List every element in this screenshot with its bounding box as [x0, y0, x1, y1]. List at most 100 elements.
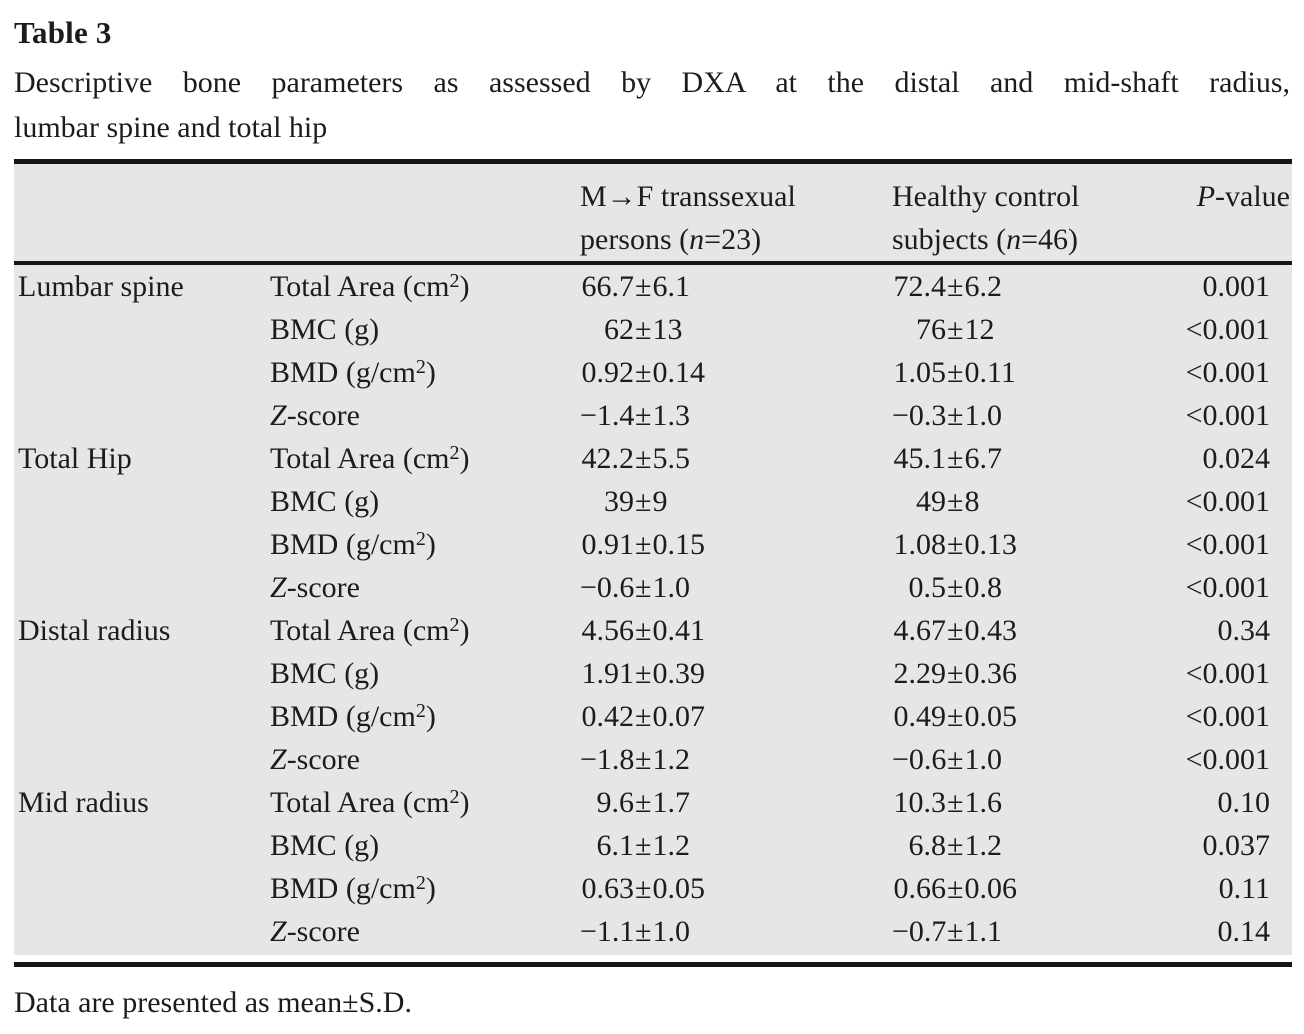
- table-row: Distal radius Total Area (cm2) 4.56±0.41 4.…: [14, 609, 1292, 652]
- value-mean: 62: [604, 313, 634, 346]
- cell-parameter: BMC (g): [270, 313, 380, 346]
- cell-parameter: Total Area (cm2): [270, 442, 470, 475]
- plus-minus-sign: ±: [947, 743, 964, 776]
- value-mean: 42.2: [581, 442, 635, 475]
- plus-minus-sign: ±: [635, 829, 652, 862]
- value-sd: 0.05: [964, 700, 1017, 733]
- cell-site: [18, 867, 270, 910]
- data-table: M→F transsexual persons (n=23) Healthy co…: [14, 159, 1292, 967]
- cell-parameter: Z-score: [270, 915, 360, 948]
- header-line: subjects (n=46): [892, 223, 1079, 256]
- plus-minus-sign: ±: [947, 786, 964, 819]
- cell-value-mtf: 4.56±0.41: [568, 609, 880, 652]
- plus-minus-sign: ±: [947, 915, 964, 948]
- cell-value-control: −0.6±1.0: [880, 738, 1168, 781]
- plus-minus-sign: ±: [947, 485, 964, 518]
- cell-value-mtf: −1.4±1.3: [568, 394, 880, 437]
- value-mean: 45.1: [893, 442, 947, 475]
- cell-site: [18, 523, 270, 566]
- value-sd: 1.6: [964, 786, 1002, 819]
- table-title: Table 3: [14, 15, 112, 50]
- plus-minus-sign: ±: [635, 614, 652, 647]
- plus-minus-sign: ±: [635, 399, 652, 432]
- cell-pvalue: <0.001: [1185, 571, 1270, 604]
- cell-site: [18, 695, 270, 738]
- value-mean: 49: [916, 485, 946, 518]
- cell-parameter: Total Area (cm2): [270, 786, 470, 819]
- cell-pvalue: <0.001: [1185, 485, 1270, 518]
- cell-pvalue: <0.001: [1185, 356, 1270, 389]
- cell-site: [18, 738, 270, 781]
- value-mean: 1.05: [893, 356, 947, 389]
- cell-pvalue: <0.001: [1185, 700, 1270, 733]
- cell-parameter: Z-score: [270, 743, 360, 776]
- value-sd: 1.0: [964, 743, 1002, 776]
- value-sd: 8: [964, 485, 980, 518]
- table-row: Z-score −0.6±1.0 0.5±0.8 <0.001: [14, 566, 1292, 609]
- plus-minus-sign: ±: [947, 571, 964, 604]
- plus-minus-sign: ±: [635, 270, 652, 303]
- plus-minus-sign: ±: [947, 614, 964, 647]
- plus-minus-sign: ±: [947, 442, 964, 475]
- value-sd: 1.0: [652, 915, 690, 948]
- header-control-group: Healthy control subjects (n=46): [880, 175, 1168, 261]
- cell-value-mtf: 0.42±0.07: [568, 695, 880, 738]
- value-sd: 0.06: [964, 872, 1017, 905]
- value-sd: 5.5: [652, 442, 690, 475]
- value-mean: 2.29: [893, 657, 947, 690]
- cell-value-mtf: −0.6±1.0: [568, 566, 880, 609]
- value-sd: 1.7: [652, 786, 690, 819]
- cell-value-control: 4.67±0.43: [880, 609, 1168, 652]
- cell-value-control: 0.66±0.06: [880, 867, 1168, 910]
- cell-site: Distal radius: [18, 614, 171, 647]
- plus-minus-sign: ±: [635, 442, 652, 475]
- value-mean: −1.8: [580, 743, 635, 776]
- cell-parameter: BMD (g/cm2): [270, 700, 436, 733]
- cell-value-control: 6.8±1.2: [880, 824, 1168, 867]
- value-sd: 0.41: [652, 614, 705, 647]
- cell-value-mtf: 62±13: [568, 308, 880, 351]
- cell-parameter: BMC (g): [270, 485, 380, 518]
- table-caption: Descriptive bone parameters as assessed …: [14, 60, 1290, 150]
- table-row: BMD (g/cm2) 0.42±0.07 0.49±0.05 <0.001: [14, 695, 1292, 738]
- cell-value-control: 72.4±6.2: [880, 265, 1168, 308]
- table-header-row: M→F transsexual persons (n=23) Healthy co…: [14, 164, 1292, 265]
- cell-value-mtf: 66.7±6.1: [568, 265, 880, 308]
- value-sd: 0.14: [652, 356, 705, 389]
- cell-pvalue: 0.001: [1202, 270, 1271, 303]
- cell-parameter: Total Area (cm2): [270, 270, 470, 303]
- value-mean: −1.4: [580, 399, 635, 432]
- value-sd: 0.11: [964, 356, 1016, 389]
- cell-pvalue: <0.001: [1185, 528, 1270, 561]
- value-mean: 0.5: [908, 571, 947, 604]
- plus-minus-sign: ±: [947, 657, 964, 690]
- value-mean: 0.91: [581, 528, 635, 561]
- cell-pvalue: <0.001: [1185, 313, 1270, 346]
- value-mean: 72.4: [893, 270, 947, 303]
- cell-value-control: 45.1±6.7: [880, 437, 1168, 480]
- value-sd: 0.15: [652, 528, 705, 561]
- cell-pvalue: 0.34: [1217, 614, 1271, 647]
- cell-pvalue: <0.001: [1185, 399, 1270, 432]
- value-mean: 39: [604, 485, 634, 518]
- header-pvalue: P-value: [1196, 180, 1290, 213]
- value-mean: 4.67: [893, 614, 947, 647]
- table-row: BMC (g) 39±9 49±8 <0.001: [14, 480, 1292, 523]
- value-sd: 0.07: [652, 700, 705, 733]
- cell-value-mtf: 1.91±0.39: [568, 652, 880, 695]
- plus-minus-sign: ±: [635, 657, 652, 690]
- header-line: Healthy control: [892, 180, 1080, 213]
- caption-line-1: Descriptive bone parameters as assessed …: [14, 66, 1290, 99]
- plus-minus-sign: ±: [947, 313, 964, 346]
- cell-pvalue: 0.037: [1202, 829, 1271, 862]
- value-sd: 0.36: [964, 657, 1017, 690]
- value-mean: −0.6: [892, 743, 947, 776]
- cell-parameter: Total Area (cm2): [270, 614, 470, 647]
- value-mean: 6.8: [908, 829, 947, 862]
- header-site-column: [18, 175, 270, 261]
- table-bottom-rule: [14, 962, 1292, 967]
- header-parameter-column: [270, 175, 568, 261]
- cell-value-mtf: 0.92±0.14: [568, 351, 880, 394]
- plus-minus-sign: ±: [635, 786, 652, 819]
